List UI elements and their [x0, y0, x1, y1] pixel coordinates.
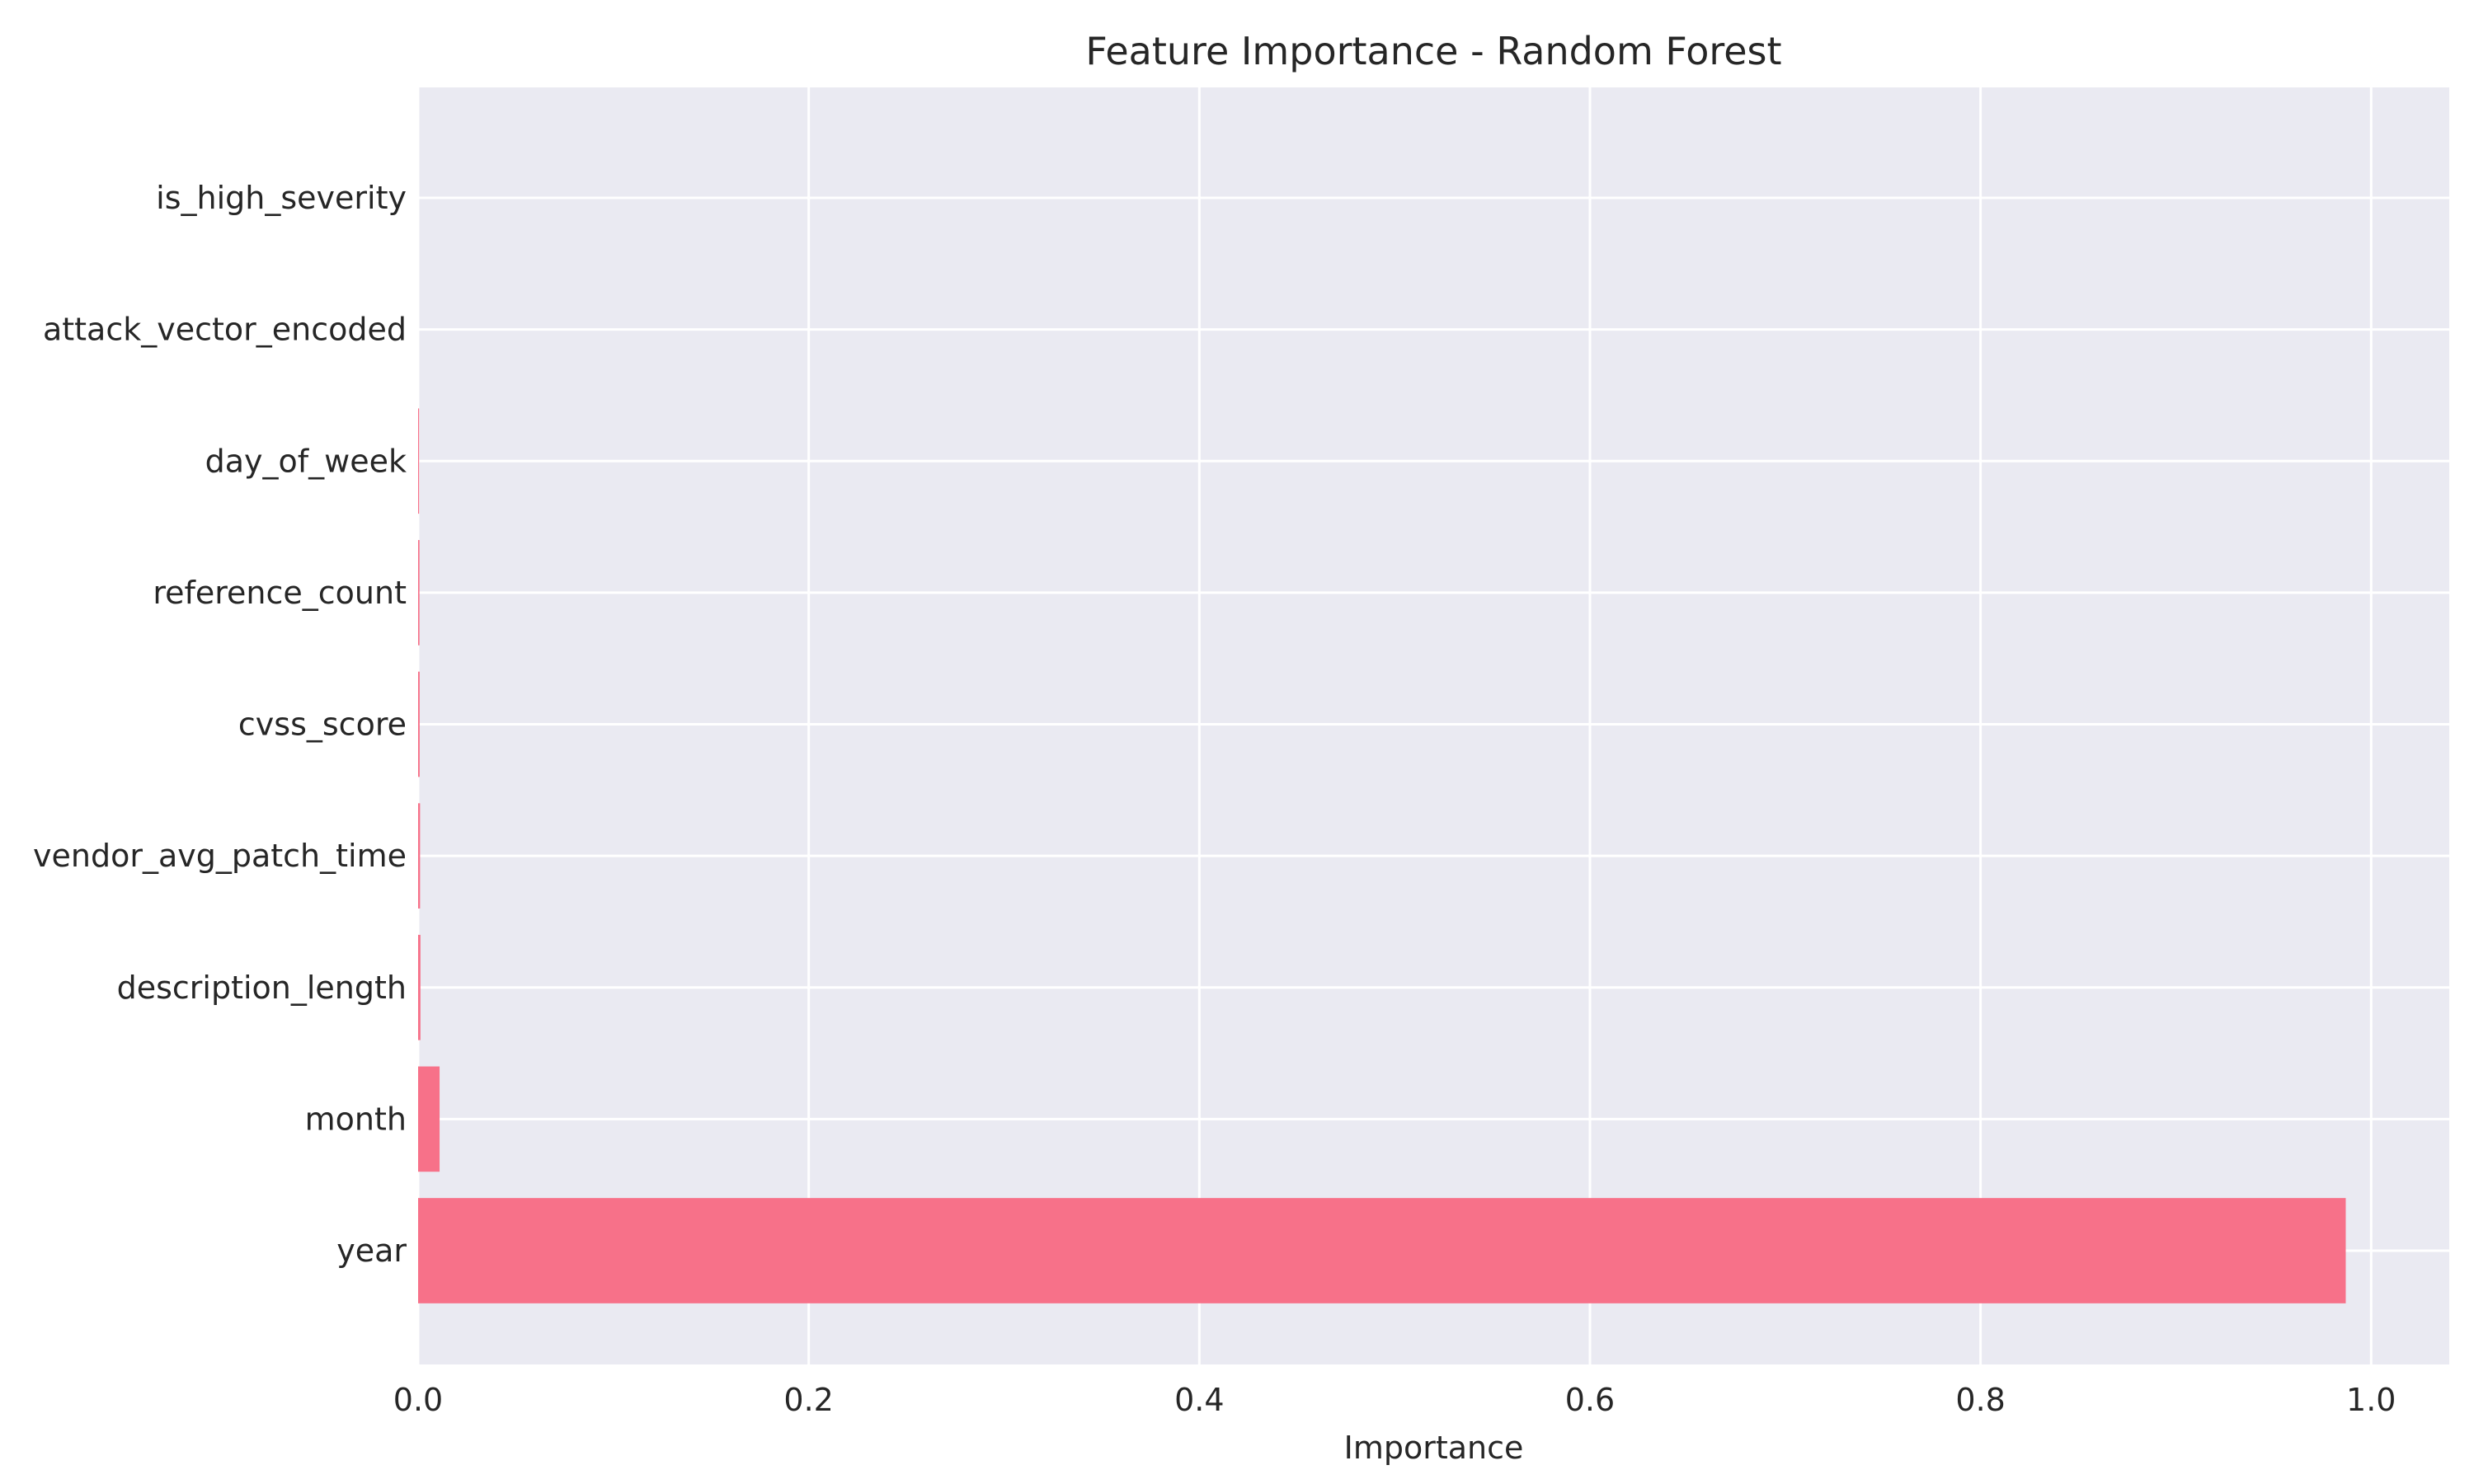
y-tick-labels: year month description_length vendor_avg_pa… — [33, 180, 407, 1269]
y-tick-label: attack_vector_encoded — [43, 312, 407, 348]
bar-month — [418, 1066, 440, 1172]
x-tick-label: 0.6 — [1565, 1382, 1615, 1418]
y-tick-label: day_of_week — [205, 443, 407, 479]
x-tick-label: 0.0 — [393, 1382, 443, 1418]
y-tick-label: cvss_score — [238, 707, 407, 743]
x-tick-label: 1.0 — [2346, 1382, 2396, 1418]
y-tick-label: description_length — [117, 970, 407, 1006]
bar-year — [418, 1198, 2346, 1303]
x-tick-labels: 0.0 0.2 0.4 0.6 0.8 1.0 — [393, 1382, 2396, 1418]
bar-reference_count — [418, 540, 420, 646]
x-tick-label: 0.8 — [1955, 1382, 2005, 1418]
bar-cvss_score — [418, 671, 420, 777]
bar-vendor_avg_patch_time — [418, 803, 421, 909]
bar-description_length — [418, 934, 421, 1040]
y-tick-label: year — [336, 1233, 407, 1269]
y-tick-label: reference_count — [153, 575, 407, 611]
plot-area — [418, 87, 2449, 1364]
x-tick-label: 0.2 — [783, 1382, 833, 1418]
y-tick-label: vendor_avg_patch_time — [33, 838, 407, 874]
bar-series — [418, 408, 2346, 1303]
chart-title: Feature Importance - Random Forest — [1085, 29, 1781, 73]
y-tick-label: is_high_severity — [156, 180, 407, 216]
y-gridlines — [418, 196, 2449, 1252]
x-tick-label: 0.4 — [1174, 1382, 1224, 1418]
x-axis-label: Importance — [1344, 1430, 1524, 1466]
bar-day_of_week — [418, 408, 420, 514]
y-tick-label: month — [305, 1101, 407, 1137]
